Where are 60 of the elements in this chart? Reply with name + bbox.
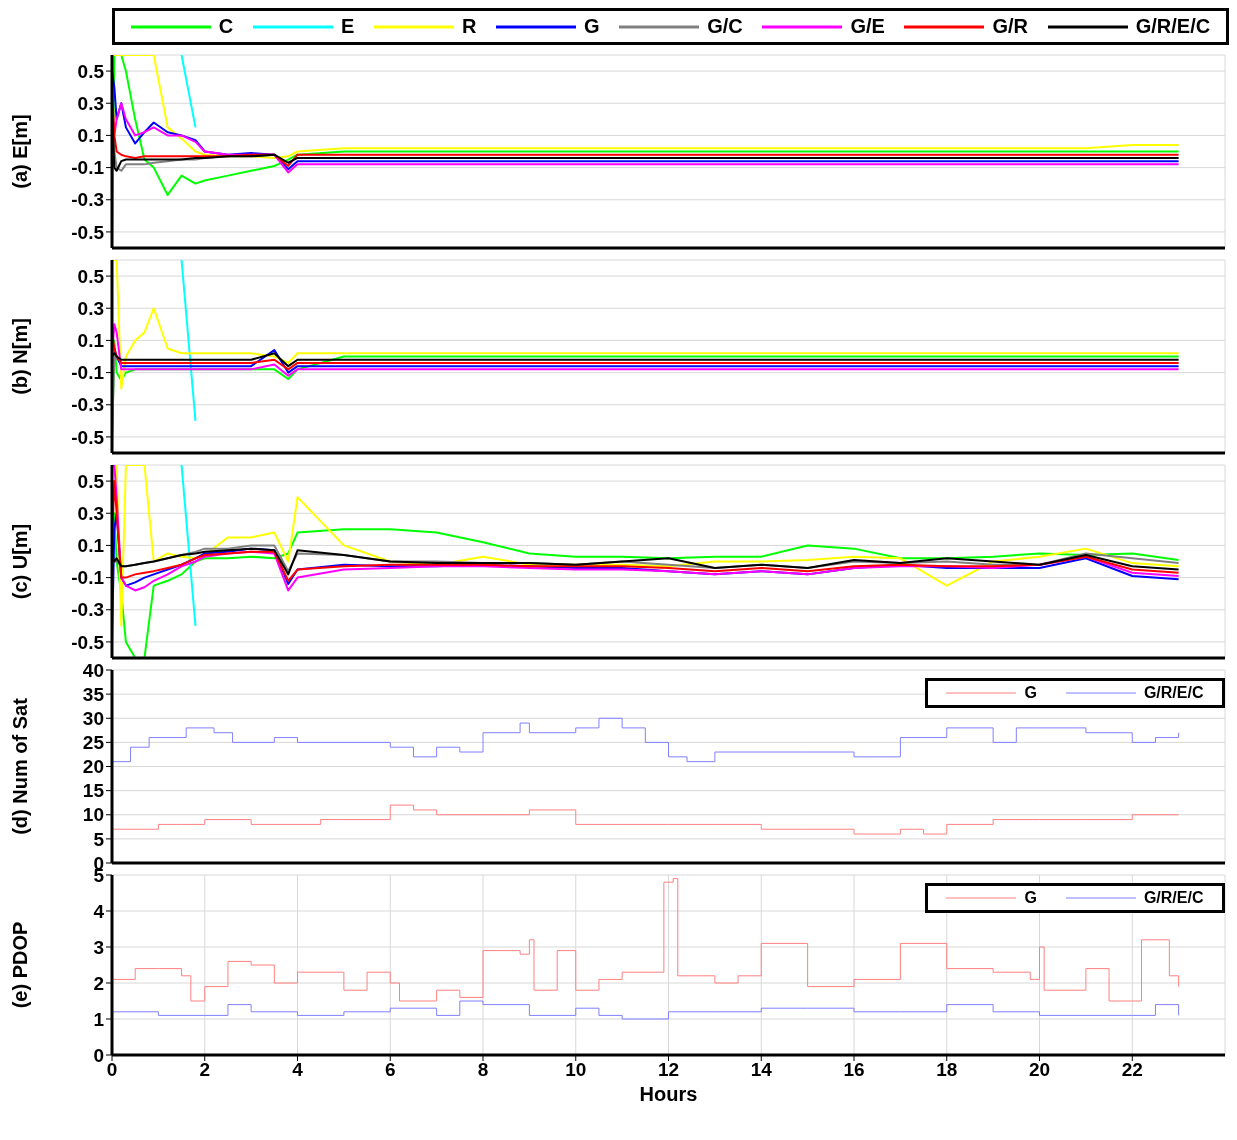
y-tick-label: 15 bbox=[82, 780, 105, 802]
y-tick-label: -0.3 bbox=[71, 599, 104, 621]
y-tick-label: -0.3 bbox=[71, 394, 104, 416]
legend-label: G bbox=[1024, 684, 1037, 702]
y-tick-label: 30 bbox=[82, 707, 104, 729]
y-tick-label: -0.1 bbox=[71, 157, 105, 179]
y-tick-label: 10 bbox=[82, 804, 104, 826]
y-tick-label: 2 bbox=[93, 972, 104, 994]
y-tick-label: 0.1 bbox=[77, 330, 105, 352]
legend-label: G/R/E/C bbox=[1143, 889, 1204, 907]
x-tick-label: 18 bbox=[936, 1059, 958, 1081]
y-tick-label: 35 bbox=[82, 683, 105, 705]
y-tick-label: 0.1 bbox=[77, 125, 105, 147]
legend-label: G/C bbox=[707, 15, 743, 38]
legend-label: C bbox=[218, 15, 234, 38]
y-tick-label: -0.5 bbox=[71, 426, 105, 448]
x-tick-label: 14 bbox=[750, 1059, 773, 1081]
x-tick-label: 8 bbox=[477, 1059, 489, 1081]
y-axis-title: (b) N[m] bbox=[9, 318, 32, 395]
y-tick-label: -0.5 bbox=[71, 631, 105, 653]
x-tick-label: 22 bbox=[1121, 1059, 1143, 1081]
legend-label: G/E bbox=[850, 15, 885, 38]
legend-label: G/R/E/C bbox=[1135, 15, 1211, 38]
y-tick-label: 0.1 bbox=[77, 535, 105, 557]
x-axis-title: Hours bbox=[639, 1083, 698, 1106]
x-tick-label: 12 bbox=[657, 1059, 680, 1081]
y-axis-title: (c) U[m] bbox=[9, 523, 32, 600]
legend-label: G bbox=[583, 15, 600, 38]
y-tick-label: 25 bbox=[82, 732, 105, 754]
y-axis-title: (a) E[m] bbox=[9, 114, 32, 189]
y-tick-label: 40 bbox=[82, 659, 104, 681]
y-axis-title: (d) Num of Sat bbox=[9, 697, 32, 835]
y-tick-label: 0 bbox=[93, 1044, 104, 1066]
y-tick-label: -0.1 bbox=[71, 567, 105, 589]
x-tick-label: 10 bbox=[565, 1059, 587, 1081]
x-tick-label: 20 bbox=[1028, 1059, 1051, 1081]
x-tick-label: 4 bbox=[292, 1059, 304, 1081]
legend-label: G/R/E/C bbox=[1143, 684, 1204, 702]
y-tick-label: 0.5 bbox=[77, 470, 105, 492]
y-tick-label: 20 bbox=[82, 756, 104, 778]
legend-label: R bbox=[461, 15, 477, 38]
legend-label: G/R bbox=[992, 15, 1029, 38]
legend-label: E bbox=[340, 15, 355, 38]
y-tick-label: 0.5 bbox=[77, 265, 105, 287]
y-tick-label: -0.1 bbox=[71, 362, 105, 384]
y-tick-label: 0.3 bbox=[77, 297, 104, 319]
x-tick-label: 6 bbox=[384, 1059, 396, 1081]
y-tick-label: -0.5 bbox=[71, 221, 105, 243]
y-tick-label: -0.3 bbox=[71, 189, 104, 211]
y-tick-label: 4 bbox=[93, 900, 105, 922]
y-tick-label: 0.3 bbox=[77, 502, 104, 524]
y-tick-label: 1 bbox=[93, 1008, 105, 1030]
y-tick-label: 3 bbox=[93, 936, 104, 958]
legend-label: G bbox=[1024, 889, 1037, 907]
y-axis-title: (e) PDOP bbox=[9, 921, 32, 1009]
x-tick-label: 2 bbox=[199, 1059, 211, 1081]
y-tick-label: 5 bbox=[93, 828, 105, 850]
x-tick-label: 16 bbox=[843, 1059, 865, 1081]
y-tick-label: 0.5 bbox=[77, 60, 105, 82]
y-tick-label: 0.3 bbox=[77, 92, 104, 114]
